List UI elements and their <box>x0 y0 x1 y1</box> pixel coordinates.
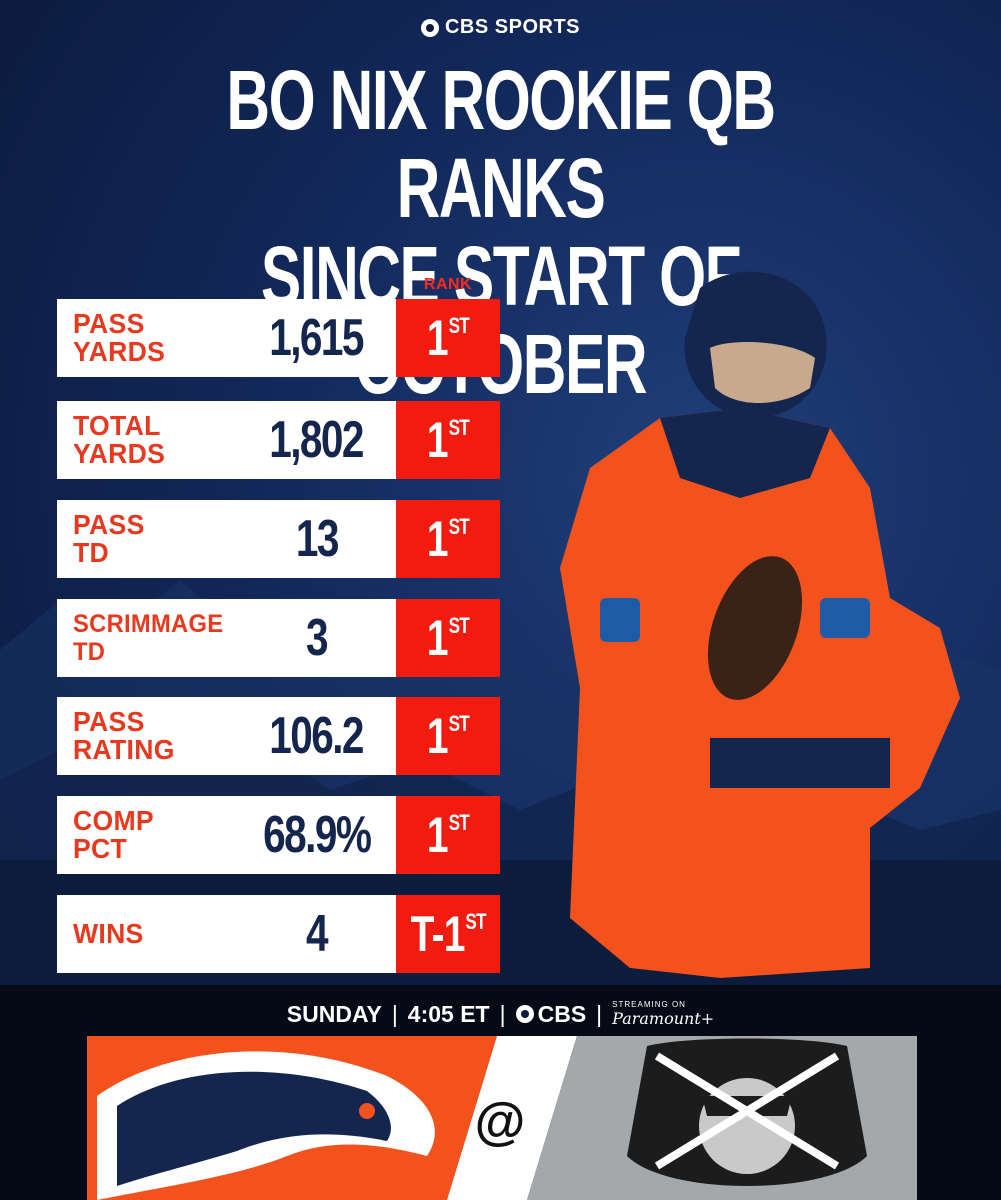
brand-name: CBS SPORTS <box>444 16 581 38</box>
player-photo <box>560 271 960 978</box>
divider: | <box>596 1000 603 1027</box>
cbs-eye-icon <box>515 1005 534 1023</box>
stat-rank: 1 ST <box>396 697 500 775</box>
stat-rank: 1 ST <box>396 299 500 377</box>
stat-rank: 1 ST <box>396 401 500 479</box>
title-line-1: BO NIX ROOKIE QB RANKS <box>226 53 776 235</box>
stat-label: SCRIMMAGE TD <box>57 599 237 677</box>
stat-row-pass-td: PASS TD 13 1 ST <box>57 500 500 578</box>
stat-label: WINS <box>57 895 237 973</box>
divider: | <box>391 1000 398 1027</box>
stat-label: PASS YARDS <box>57 299 237 377</box>
game-time: 4:05 ET <box>407 1000 490 1027</box>
stat-value: 13 <box>237 500 396 578</box>
stat-row-wins: WINS 4 T-1 ST <box>57 895 500 973</box>
stat-value: 68.9% <box>237 796 396 874</box>
stat-value: 106.2 <box>237 697 396 775</box>
stat-rank: 1 ST <box>396 500 500 578</box>
stat-label: PASS RATING <box>57 697 237 775</box>
at-divider <box>447 1036 577 1200</box>
cbs-eye-icon <box>420 18 439 37</box>
stat-rank: 1 ST <box>396 796 500 874</box>
stat-label: PASS TD <box>57 500 237 578</box>
stat-value: 4 <box>237 895 396 973</box>
stat-row-total-yards: TOTAL YARDS 1,802 1 ST <box>57 401 500 479</box>
streaming-service: Paramount+ <box>612 1009 715 1028</box>
stat-label: COMP PCT <box>57 796 237 874</box>
stat-label: TOTAL YARDS <box>57 401 237 479</box>
stat-value: 1,802 <box>237 401 396 479</box>
stat-row-pass-yards: PASS YARDS 1,615 1 ST <box>57 299 500 377</box>
stat-row-scrimmage-td: SCRIMMAGE TD 3 1 ST <box>57 599 500 677</box>
at-symbol: @ <box>474 1093 526 1151</box>
network-brand: CBS <box>515 1000 587 1028</box>
matchup-banner <box>87 1036 917 1200</box>
streaming-brand: STREAMING ON Paramount+ <box>612 1000 714 1028</box>
stat-value: 1,615 <box>237 299 396 377</box>
cbs-sports-brand: CBS SPORTS <box>0 16 1001 39</box>
broncos-logo-icon <box>97 1051 435 1200</box>
raiders-logo-icon <box>627 1038 867 1186</box>
stat-row-pass-rating: PASS RATING 106.2 1 ST <box>57 697 500 775</box>
streaming-note: STREAMING ON <box>612 1000 686 1009</box>
stat-row-comp-pct: COMP PCT 68.9% 1 ST <box>57 796 500 874</box>
stat-rank: 1 ST <box>396 599 500 677</box>
divider: | <box>499 1000 506 1027</box>
rank-column-header: RANK <box>423 276 473 293</box>
game-day: SUNDAY <box>286 1000 382 1027</box>
broadcast-info: SUNDAY | 4:05 ET | CBS | STREAMING ON Pa… <box>0 1000 1001 1028</box>
stat-value: 3 <box>237 599 396 677</box>
stat-rank: T-1 ST <box>396 895 500 973</box>
network-name: CBS <box>537 1000 587 1027</box>
